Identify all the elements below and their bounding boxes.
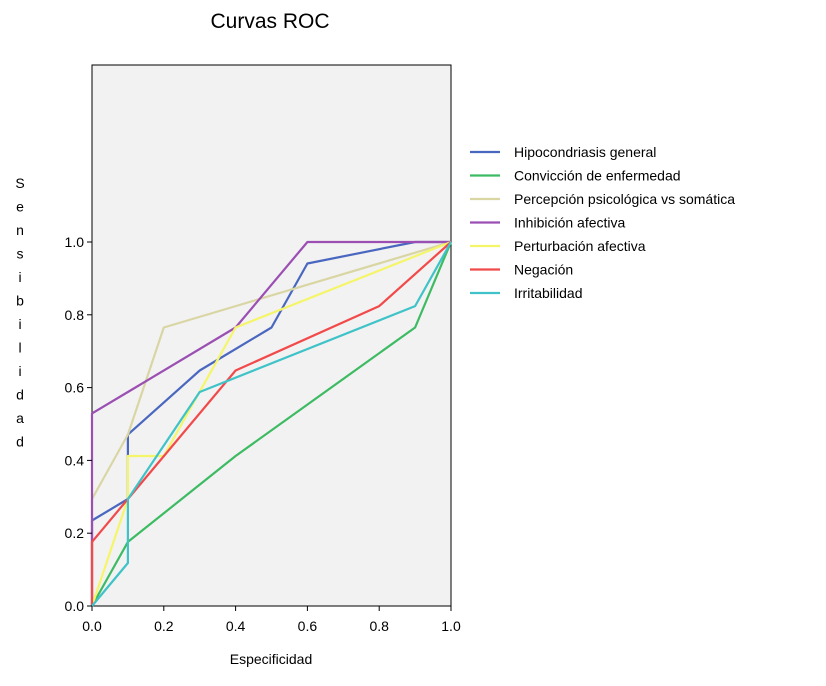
legend: Hipocondriasis general Convicción de enfe…	[470, 144, 735, 301]
y-axis-label-char: s	[17, 246, 24, 262]
legend-label: Negación	[514, 262, 573, 278]
legend-label: Convicción de enfermedad	[514, 168, 681, 184]
y-tick-label: 0.6	[65, 380, 85, 396]
x-tick-label: 0.4	[226, 618, 246, 634]
y-tick-label: 1.0	[65, 234, 85, 250]
y-axis-label-char: b	[16, 293, 24, 309]
series-layer	[90, 240, 453, 607]
y-tick-label: 0.0	[65, 598, 85, 614]
x-tick-label: 0.2	[154, 618, 174, 634]
y-tick-label: 0.4	[65, 452, 85, 468]
legend-label: Irritabilidad	[514, 285, 582, 301]
chart-title: Curvas ROC	[210, 10, 329, 33]
y-axis-label-char: e	[16, 199, 24, 215]
x-tick-label: 1.0	[441, 618, 461, 634]
y-axis-label-char: i	[18, 363, 21, 379]
y-axis-label-char: d	[16, 434, 24, 450]
x-tick-label: 0.0	[82, 618, 102, 634]
x-axis-label: Especificidad	[230, 651, 313, 667]
series-line-1	[90, 240, 451, 606]
legend-label: Percepción psicológica vs somática	[514, 191, 735, 207]
x-tick-label: 0.6	[298, 618, 318, 634]
plot-area	[91, 64, 452, 607]
y-axis-label-char: i	[18, 269, 21, 285]
series-line-4	[90, 240, 451, 606]
y-axis-label-char: S	[15, 175, 24, 191]
series-line-5	[90, 240, 452, 607]
y-axis-label-char: n	[16, 222, 24, 238]
y-axis-label-char: l	[18, 340, 21, 356]
y-axis-label-char: a	[16, 410, 24, 426]
series-line-7	[91, 241, 452, 607]
y-tick-label: 0.2	[65, 525, 85, 541]
y-tick-label: 0.8	[65, 307, 85, 323]
y-axis-label-char: i	[18, 316, 21, 332]
series-line-2	[91, 241, 453, 607]
legend-label: Inhibición afectiva	[514, 215, 626, 231]
x-tick-label: 0.8	[369, 618, 389, 634]
axes-layer: 0.0 0.2 0.4 0.6 0.8 1.0 0.0 0.2 0.4 0.6 0.8 1.0	[65, 234, 461, 634]
legend-label: Hipocondriasis general	[514, 144, 656, 160]
legend-label: Perturbación afectiva	[514, 238, 646, 254]
series-line-6	[90, 241, 452, 606]
y-axis-label-char: d	[16, 387, 24, 403]
